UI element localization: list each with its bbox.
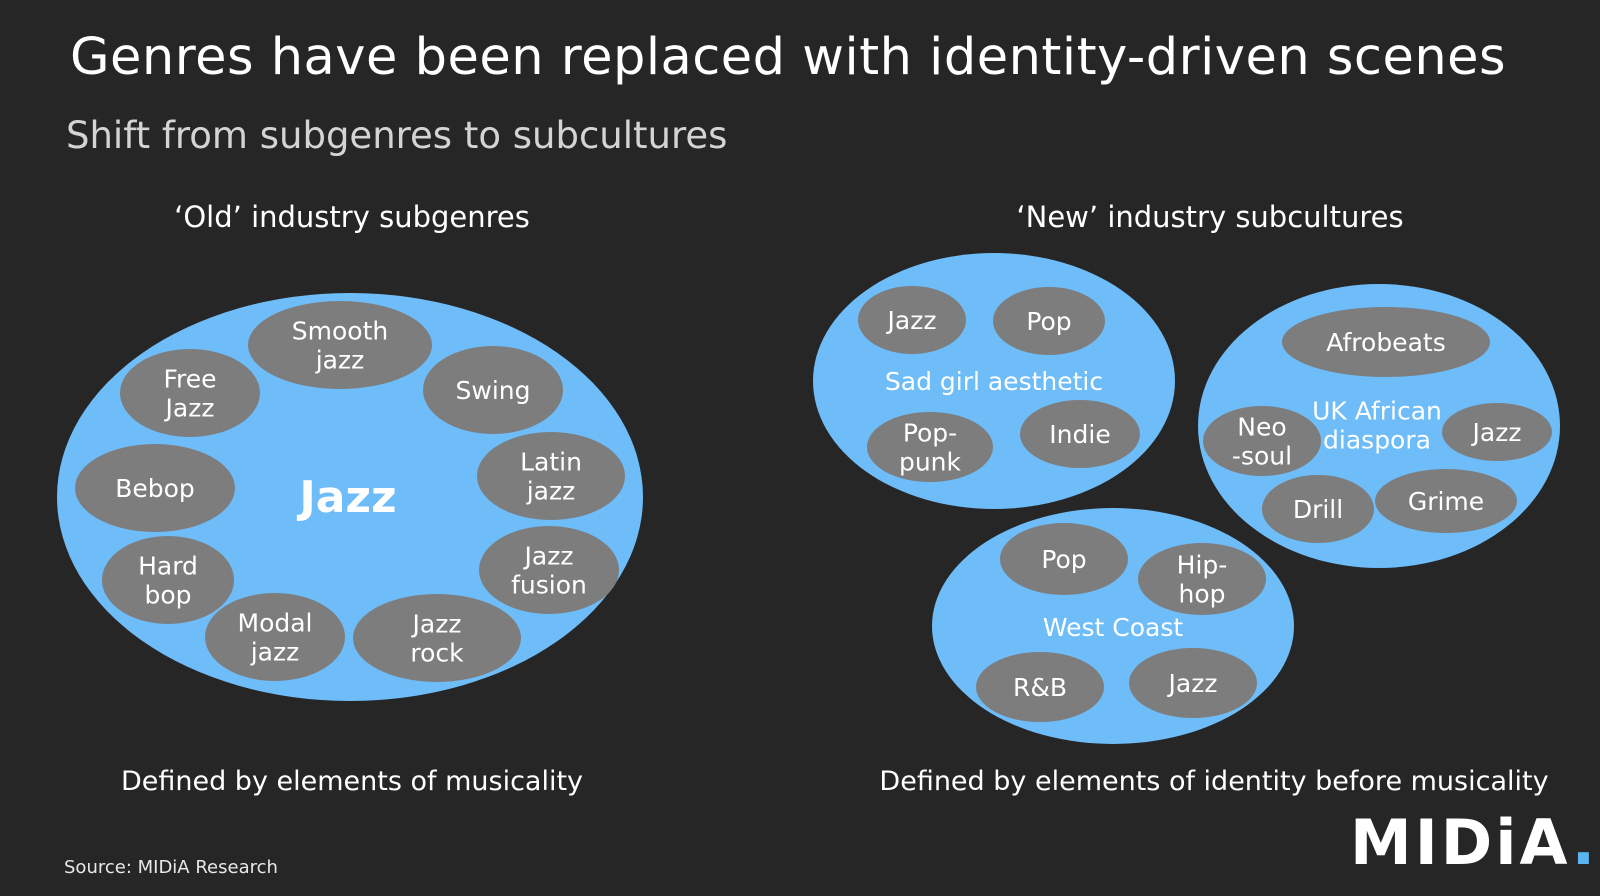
- new-subculture-label: Sad girl aesthetic: [885, 367, 1103, 396]
- new-genre-label-line: Afrobeats: [1326, 328, 1445, 357]
- new-genre-label-line: Grime: [1408, 487, 1484, 516]
- new-genre-label: Neo -soul: [1232, 413, 1292, 471]
- old-subgenre-node: [102, 536, 234, 624]
- old-center-label-line: Jazz: [296, 472, 396, 523]
- new-genre-label-line: Pop-: [903, 419, 957, 448]
- new-genre-label: Hip-hop: [1177, 551, 1228, 609]
- new-subculture-label-line: Sad girl aesthetic: [885, 367, 1103, 396]
- new-genre-label-line: Indie: [1049, 420, 1110, 449]
- new-genre-label: Pop: [1041, 545, 1086, 574]
- old-subgenre-node: [248, 301, 432, 389]
- new-genre-node: [1138, 543, 1266, 615]
- old-subgenre-label-line: bop: [144, 580, 191, 609]
- new-genre-node: [1129, 648, 1257, 718]
- new-genre-node: [858, 286, 966, 354]
- new-genre-label: Pop-punk: [899, 419, 962, 477]
- new-genre-label-line: R&B: [1013, 673, 1067, 702]
- new-genre-label: R&B: [1013, 673, 1067, 702]
- old-subgenre-label-line: Bebop: [115, 474, 195, 503]
- old-subgenre-label-line: Jazz: [411, 610, 462, 639]
- old-subgenre-label: Modal jazz: [238, 609, 313, 667]
- old-subgenre-node: [353, 594, 521, 682]
- midia-logo: MIDiA.: [1350, 812, 1598, 874]
- new-genre-label-line: Neo: [1237, 413, 1286, 442]
- new-genre-node: [1262, 475, 1374, 543]
- old-subgenre-label: Jazz rock: [410, 610, 464, 668]
- new-genre-label: Grime: [1408, 487, 1484, 516]
- old-subgenre-label-line: Hard: [138, 552, 198, 581]
- new-genre-label-line: Drill: [1293, 495, 1343, 524]
- old-subgenre-label-line: Jazz: [164, 393, 215, 422]
- new-subculture-label-line: UK African: [1312, 397, 1442, 426]
- new-subculture-label: UK African diaspora: [1312, 397, 1442, 455]
- new-genre-node: [1000, 523, 1128, 595]
- new-genre-label-line: Jazz: [886, 306, 937, 335]
- new-genre-node: [1203, 406, 1321, 476]
- new-genre-label: Jazz: [886, 306, 937, 335]
- new-panel-heading: ‘New’ industry subcultures: [1016, 200, 1404, 234]
- new-genre-label: Indie: [1049, 420, 1110, 449]
- old-panel-footer: Defined by elements of musicality: [120, 766, 584, 797]
- new-genre-node: [1442, 403, 1552, 461]
- old-subgenre-label-line: Jazz: [523, 542, 574, 571]
- old-subgenre-label: Free Jazz: [163, 365, 216, 423]
- new-genre-label: Pop: [1026, 307, 1071, 336]
- old-subgenre-label: Jazz fusion: [511, 542, 587, 600]
- old-subgenre-node: [75, 444, 235, 532]
- old-center-label: Jazz: [296, 472, 396, 523]
- old-subgenre-label-line: Swing: [456, 376, 531, 405]
- old-subgenre-node: [423, 346, 563, 434]
- logo-dot: .: [1571, 806, 1599, 879]
- new-genre-label: Afrobeats: [1326, 328, 1445, 357]
- new-genre-node: [1282, 307, 1490, 377]
- old-subgenre-label-line: Modal: [238, 609, 313, 638]
- new-genre-label-line: -soul: [1232, 441, 1292, 470]
- new-genre-label: Jazz: [1167, 669, 1218, 698]
- new-genre-label: Jazz: [1471, 418, 1522, 447]
- old-subgenre-label-line: jazz: [526, 476, 576, 505]
- old-subgenre-label-line: jazz: [315, 345, 365, 374]
- old-subgenre-label: Hard bop: [138, 552, 198, 610]
- old-subgenre-label-line: jazz: [250, 637, 300, 666]
- old-subgenre-label-line: Smooth: [292, 317, 388, 346]
- new-subculture-label-line: West Coast: [1043, 613, 1184, 642]
- source-note: Source: MIDiA Research: [64, 857, 278, 878]
- new-genre-label-line: Pop: [1041, 545, 1086, 574]
- new-genre-label-line: Hip-: [1177, 551, 1228, 580]
- new-genre-node: [1020, 400, 1140, 468]
- old-subgenre-label-line: Latin: [520, 448, 582, 477]
- old-subgenre-label: Latin jazz: [520, 448, 582, 506]
- old-subgenre-label: Bebop: [115, 474, 195, 503]
- slide-title: Genres have been replaced with identity-…: [70, 28, 1507, 87]
- new-genre-label-line: Jazz: [1471, 418, 1522, 447]
- old-subgenre-label-line: rock: [410, 638, 464, 667]
- old-subgenre-label: Smooth jazz: [292, 317, 388, 375]
- old-subgenre-node: [479, 526, 619, 614]
- new-genre-label-line: hop: [1178, 579, 1225, 608]
- new-genre-label-line: Pop: [1026, 307, 1071, 336]
- new-genre-label-line: punk: [899, 447, 962, 476]
- old-subgenre-node: [205, 593, 345, 681]
- old-subgenre-label-line: Free: [163, 365, 216, 394]
- old-subgenre-node: [120, 349, 260, 437]
- new-subculture-label-line: diaspora: [1323, 425, 1431, 454]
- old-subgenre-label: Swing: [456, 376, 531, 405]
- new-genre-node: [976, 652, 1104, 722]
- new-genre-node: [1375, 469, 1517, 533]
- new-genre-node: [993, 287, 1105, 355]
- logo-text: MIDiA: [1350, 806, 1572, 879]
- new-panel-footer: Defined by elements of identity before m…: [879, 766, 1549, 797]
- slide-subtitle: Shift from subgenres to subcultures: [66, 114, 728, 157]
- old-subgenre-label-line: fusion: [511, 570, 587, 599]
- new-genre-label: Drill: [1293, 495, 1343, 524]
- new-genre-node: [867, 412, 993, 482]
- old-panel-heading: ‘Old’ industry subgenres: [174, 200, 530, 234]
- new-genre-label-line: Jazz: [1167, 669, 1218, 698]
- new-subculture-label: West Coast: [1043, 613, 1184, 642]
- old-subgenre-node: [477, 432, 625, 520]
